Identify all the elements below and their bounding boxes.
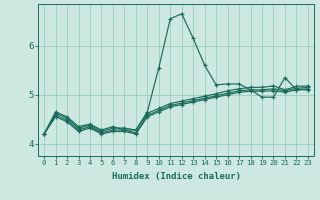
X-axis label: Humidex (Indice chaleur): Humidex (Indice chaleur) — [111, 172, 241, 181]
